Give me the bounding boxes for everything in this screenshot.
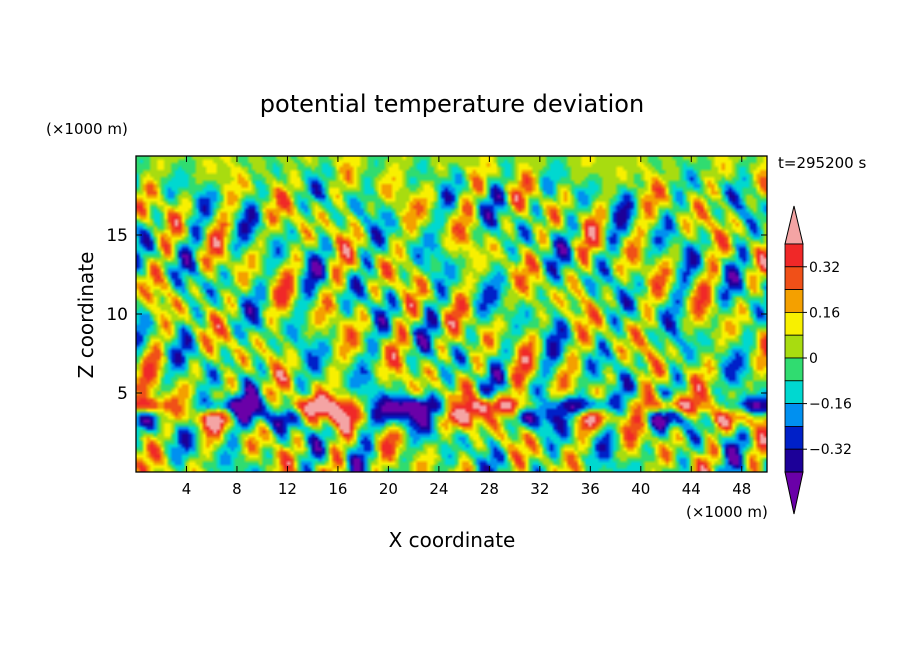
colorbar-segment <box>784 448 804 473</box>
x-tick-label: 24 <box>429 480 448 498</box>
colorbar-tick-label: 0.16 <box>809 305 840 321</box>
colorbar-arrow-high <box>784 205 804 245</box>
x-tick-label: 40 <box>631 480 650 498</box>
colorbar-segment <box>784 334 804 359</box>
colorbar-tick-label: −0.16 <box>809 397 852 413</box>
x-tick-label: 32 <box>530 480 549 498</box>
x-tick-label: 4 <box>182 480 192 498</box>
x-tick-label: 8 <box>232 480 242 498</box>
colorbar-tick-label: −0.32 <box>809 442 852 458</box>
chart-title: potential temperature deviation <box>260 90 644 118</box>
y-axis-title: Z coordinate <box>74 252 98 379</box>
colorbar: 0.32 0.16 0 −0.16 −0.32 <box>784 205 852 515</box>
y-axis: 5 10 15 <box>106 226 767 404</box>
colorbar-segment <box>784 289 804 313</box>
colorbar-segment <box>784 266 804 290</box>
x-tick-label: 48 <box>732 480 751 498</box>
y-tick-label: 5 <box>117 384 128 404</box>
colorbar-segment <box>784 357 804 382</box>
colorbar-tick-label: 0.32 <box>809 260 840 276</box>
colorbar-segment <box>784 243 804 268</box>
contour-field <box>136 156 767 472</box>
colorbar-arrow-low <box>784 471 804 515</box>
x-tick-label: 36 <box>581 480 600 498</box>
x-unit-label: (×1000 m) <box>686 503 768 521</box>
colorbar-segment <box>784 403 804 427</box>
x-tick-label: 20 <box>379 480 398 498</box>
x-tick-label: 12 <box>278 480 297 498</box>
y-unit-label: (×1000 m) <box>46 120 128 138</box>
contour-image <box>136 156 767 472</box>
x-tick-label: 44 <box>682 480 701 498</box>
x-tick-label: 16 <box>328 480 347 498</box>
x-tick-label: 28 <box>480 480 499 498</box>
x-axis-title: X coordinate <box>389 528 516 552</box>
y-tick-label: 15 <box>106 226 128 246</box>
time-label: t=295200 s <box>778 154 866 172</box>
colorbar-segment <box>784 380 804 404</box>
x-axis: 4 8 12 16 20 24 28 32 36 40 44 48 <box>182 156 751 498</box>
colorbar-segment <box>784 425 804 450</box>
colorbar-segment <box>784 311 804 336</box>
y-tick-label: 10 <box>106 305 128 325</box>
colorbar-tick-label: 0 <box>809 351 818 367</box>
